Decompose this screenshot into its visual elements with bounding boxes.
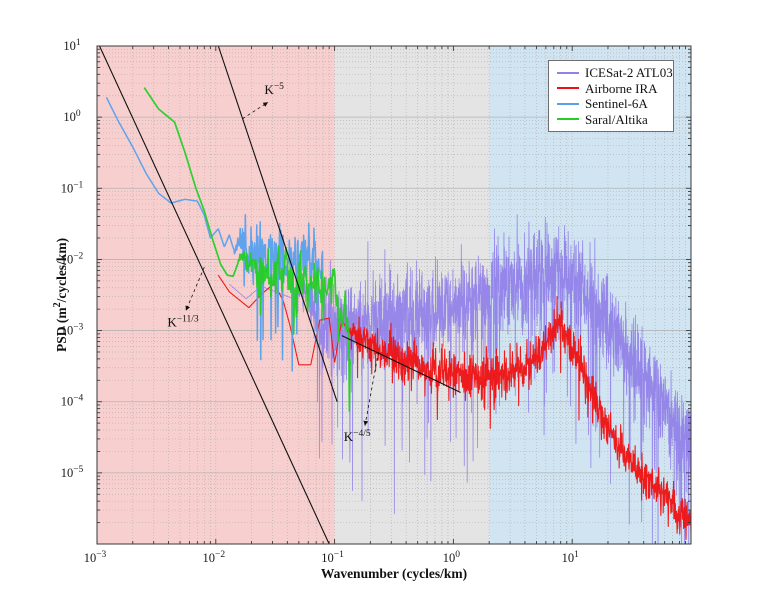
annotation-arrow [185,266,205,311]
y-axis-label: PSD (m2/cycles/km) [52,238,69,352]
annotation-label: K−5 [264,82,284,97]
x-tick-label: 101 [562,550,580,565]
y-tick-label: 10−3 [61,323,84,338]
legend-entry-icesat2: ICESat-2 ATL03 [557,65,673,81]
legend-label-airborne-ira: Airborne IRA [585,80,658,96]
x-tick-label: 10−3 [84,550,107,565]
series-airborne-ira [217,274,691,541]
x-tick-label: 10−2 [202,550,225,565]
legend-label-icesat2: ICESat-2 ATL03 [585,65,673,81]
slope-annotations: K−5 K−11/3 K−4/5 [167,82,379,444]
annotation-label: K−4/5 [344,429,371,444]
legend-swatch-sentinel6a [557,102,579,105]
y-tick-label: 10−5 [61,465,84,480]
annotation-arrow [242,101,269,120]
series-saral-altika [143,87,351,412]
legend-swatch-saral-altika [557,118,579,121]
y-tick-label: 10−4 [61,394,84,409]
legend-label-saral-altika: Saral/Altika [585,111,648,127]
y-tick-label: 10−2 [61,251,84,266]
plot-border [96,45,692,545]
refline-k-4-5 [341,335,461,393]
annotation-label: K−11/3 [167,314,199,329]
tick-labels: 10−3 10−2 10−1 100 101 101 100 10−1 10−2 10−3 10−4… [61,38,579,565]
x-tick-label: 10−1 [321,550,344,565]
legend-label-sentinel6a: Sentinel-6A [585,96,648,112]
x-tick-label: 100 [443,550,461,565]
legend: ICESat-2 ATL03 Airborne IRA Sentinel-6A … [548,60,674,132]
refline-k-11-3 [99,46,330,544]
y-tick-label: 101 [63,38,81,53]
reference-lines [99,46,461,544]
legend-entry-sentinel6a: Sentinel-6A [557,96,666,112]
data-series [105,87,691,544]
refline-k-5 [217,46,338,402]
x-axis-label: Wavenumber (cycles/km) [321,566,467,581]
annotation-arrow [363,351,379,426]
legend-entry-saral-altika: Saral/Altika [557,112,666,128]
legend-entry-airborne-ira: Airborne IRA [557,81,666,97]
legend-swatch-icesat2 [557,71,579,74]
axes-box-and-ticks [96,45,692,545]
y-tick-label: 10−1 [61,180,84,195]
legend-swatch-airborne-ira [557,87,579,90]
y-tick-label: 100 [63,109,81,124]
